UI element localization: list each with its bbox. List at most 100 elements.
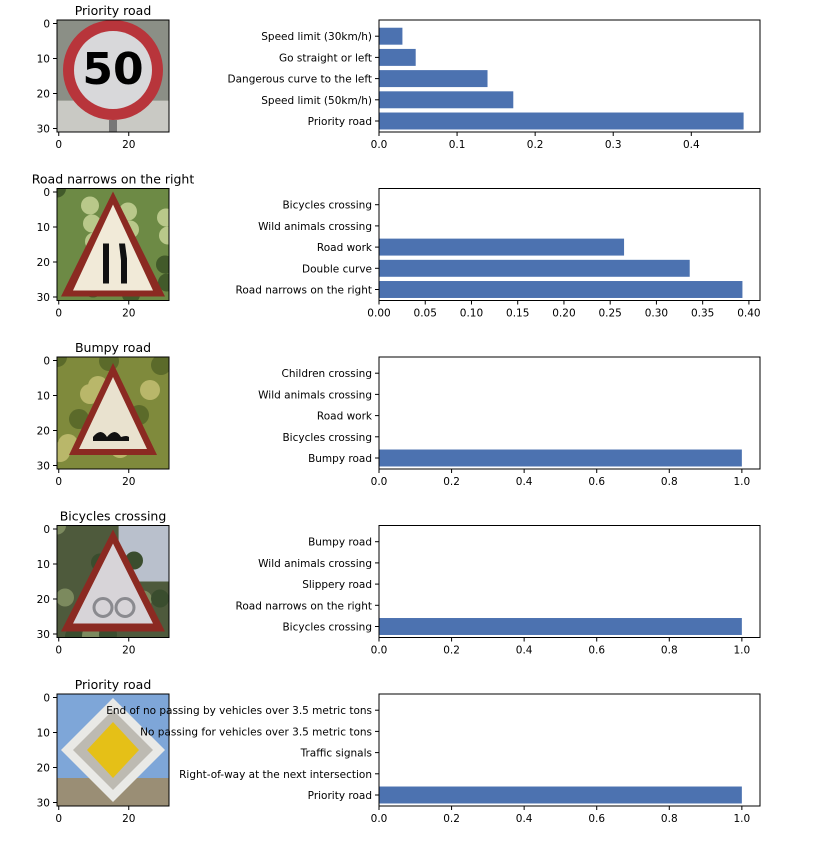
category-label: Road work	[317, 242, 373, 254]
bumpy-road-sign-icon	[57, 357, 169, 469]
xtick-label: 0.0	[371, 139, 388, 151]
xtick-label: 0.6	[588, 476, 605, 488]
xtick-label: 0.0	[371, 813, 388, 825]
image-ytick-label: 10	[37, 728, 50, 740]
xtick-label: 0.40	[737, 308, 760, 320]
image-ytick-label: 30	[37, 798, 50, 810]
category-label: Children crossing	[282, 368, 373, 380]
category-label: Wild animals crossing	[258, 558, 372, 570]
category-label: Bumpy road	[308, 453, 372, 465]
category-label: Bumpy road	[308, 537, 372, 549]
category-label: Slippery road	[302, 579, 372, 591]
category-label: Bicycles crossing	[282, 622, 372, 634]
xtick-label: 0.8	[661, 476, 678, 488]
xtick-label: 0.4	[516, 813, 533, 825]
category-label: Priority road	[308, 116, 372, 128]
xtick-label: 0.8	[661, 645, 678, 657]
probability-bar	[379, 281, 743, 298]
image-xtick-label: 0	[55, 813, 62, 825]
xtick-label: 0.0	[371, 645, 388, 657]
xtick-label: 0.3	[605, 139, 622, 151]
image-ytick-label: 20	[37, 763, 50, 775]
speed-limit-50-sign-icon: 50	[57, 20, 169, 132]
image-title: Priority road	[75, 3, 152, 18]
category-label: Bicycles crossing	[282, 200, 372, 212]
category-label: Bicycles crossing	[282, 432, 372, 444]
probability-bar	[379, 91, 514, 109]
probability-bar	[379, 618, 742, 635]
image-title: Bicycles crossing	[60, 509, 167, 524]
xtick-label: 0.2	[443, 645, 460, 657]
subplot-row: Priority road 50 0 10 20 30 0 20 Priority road Sp…	[37, 3, 761, 151]
probability-bar	[379, 786, 742, 804]
image-ytick-label: 0	[43, 19, 50, 31]
category-label: Double curve	[302, 263, 372, 275]
image-title: Road narrows on the right	[32, 172, 195, 187]
category-label: Right-of-way at the next intersection	[179, 769, 372, 781]
category-label: Wild animals crossing	[258, 389, 372, 401]
probability-bar	[379, 449, 742, 467]
xtick-label: 0.10	[460, 308, 483, 320]
probability-bar	[379, 112, 744, 130]
xtick-label: 0.2	[443, 813, 460, 825]
sign-image-panel: Priority road 0 10 20 30 0 20	[37, 677, 170, 825]
category-label: Go straight or left	[279, 52, 372, 64]
category-label: Traffic signals	[300, 748, 372, 760]
image-ytick-label: 20	[37, 89, 50, 101]
image-title: Priority road	[75, 677, 152, 692]
plot-frame	[378, 356, 761, 470]
subplot-row: Priority road 0 10 20 30 0 20 Priority road Righ…	[37, 677, 761, 825]
xtick-label: 0.1	[449, 139, 466, 151]
road-narrows-right-sign-icon	[57, 188, 169, 301]
xtick-label: 0.6	[588, 645, 605, 657]
image-ytick-label: 0	[43, 356, 50, 368]
category-label: Road narrows on the right	[236, 600, 372, 612]
xtick-label: 0.0	[371, 476, 388, 488]
xtick-label: 1.0	[734, 813, 751, 825]
image-xtick-label: 20	[122, 139, 135, 151]
xtick-label: 0.35	[691, 308, 714, 320]
plot-frame	[378, 693, 761, 807]
xtick-label: 0.20	[552, 308, 575, 320]
probability-bar-chart: Road narrows on the right Double curve Roa…	[236, 188, 761, 320]
plot-frame	[378, 19, 761, 133]
xtick-label: 0.2	[527, 139, 544, 151]
category-label: End of no passing by vehicles over 3.5 m…	[106, 705, 372, 717]
image-ytick-label: 0	[43, 187, 50, 199]
image-ytick-label: 20	[37, 594, 50, 606]
image-ytick-label: 10	[37, 391, 50, 403]
image-ytick-label: 30	[37, 124, 50, 136]
image-xtick-label: 0	[55, 645, 62, 657]
probability-bar	[379, 238, 625, 256]
category-label: Speed limit (30km/h)	[261, 31, 372, 43]
image-ytick-label: 10	[37, 559, 50, 571]
category-label: Road work	[317, 411, 373, 423]
image-ytick-label: 30	[37, 461, 50, 473]
image-ytick-label: 0	[43, 524, 50, 536]
xtick-label: 0.05	[414, 308, 437, 320]
image-xtick-label: 0	[55, 308, 62, 320]
bicycles-crossing-sign-icon	[57, 525, 169, 638]
image-xtick-label: 0	[55, 139, 62, 151]
category-label: Wild animals crossing	[258, 221, 372, 233]
image-ytick-label: 10	[37, 222, 50, 234]
xtick-label: 0.15	[506, 308, 529, 320]
plot-frame	[378, 188, 761, 301]
category-label: Road narrows on the right	[236, 285, 372, 297]
svg-text:50: 50	[82, 44, 143, 95]
image-ytick-label: 0	[43, 693, 50, 705]
subplot-row: Bumpy road 0 10 20 30 0 20 Bumpy road Bicycles c…	[37, 340, 761, 488]
xtick-label: 0.4	[683, 139, 700, 151]
image-ytick-label: 30	[37, 292, 50, 304]
image-ytick-label: 20	[37, 426, 50, 438]
probability-bar-chart: Priority road Right-of-way at the next in…	[106, 693, 761, 825]
sign-image-panel: Bumpy road 0 10 20 30 0 20	[37, 340, 170, 488]
image-ytick-label: 20	[37, 257, 50, 269]
probability-bar	[379, 70, 488, 88]
probability-bar	[379, 48, 416, 66]
probability-bar-chart: Bicycles crossing Road narrows on the rig…	[236, 525, 761, 657]
image-title: Bumpy road	[75, 340, 151, 355]
image-xtick-label: 20	[122, 813, 135, 825]
xtick-label: 0.25	[598, 308, 621, 320]
